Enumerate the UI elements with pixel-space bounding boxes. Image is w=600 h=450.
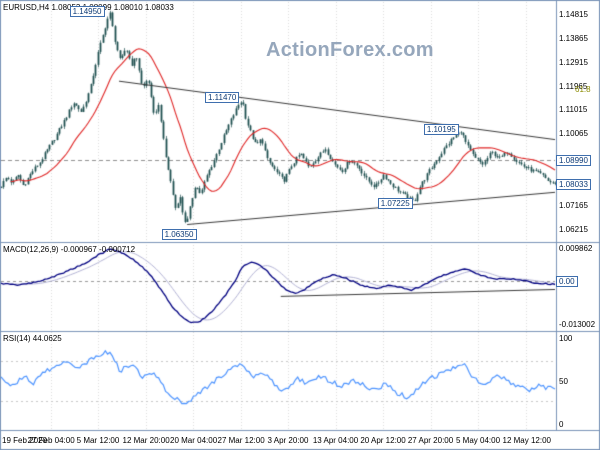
macd-axis-zero-box: 0.00	[556, 275, 578, 287]
price-axis-tick: 1.10065	[559, 128, 588, 138]
macd-indicator-label: MACD(12,26,9) -0.000967 -0.000712	[3, 245, 136, 254]
price-axis-tick: 1.06215	[559, 225, 588, 235]
macd-axis-max: 0.009862	[559, 244, 593, 254]
date-axis-label: 27 Feb 04:00	[27, 436, 75, 445]
rsi-axis-tick: 50	[559, 377, 568, 386]
price-annotation-box: 1.07225	[377, 197, 413, 209]
date-axis-label: 27 Mar 12:00	[217, 436, 265, 445]
price-annotation-box: 1.10195	[423, 123, 459, 135]
price-annotation-box: 1.14950	[69, 5, 105, 17]
date-axis-label: 27 Apr 20:00	[407, 436, 454, 445]
date-axis-label: 5 Mar 12:00	[76, 436, 120, 445]
price-annotation-box: 1.11470	[204, 91, 240, 103]
price-axis-tick: 1.11965	[559, 81, 588, 91]
date-axis-label: 19 Feb 2020	[2, 436, 47, 445]
resistance-price-box: 1.08990	[556, 154, 591, 166]
date-axis-label: 20 Mar 04:00	[170, 436, 218, 445]
date-axis-label: 12 May 12:00	[502, 436, 551, 445]
rsi-axis-tick: 0	[559, 420, 564, 429]
fibonacci-level-label: 61.8	[575, 84, 591, 94]
date-axis-label: 5 May 04:00	[455, 436, 501, 445]
price-axis-tick: 1.07165	[559, 201, 588, 211]
actionforex-watermark: ActionForex.com	[266, 39, 434, 61]
rsi-indicator-label: RSI(14) 44.0625	[3, 334, 62, 343]
date-axis-label: 12 Mar 20:00	[122, 436, 170, 445]
date-axis-label: 3 Apr 20:00	[267, 436, 309, 445]
rsi-axis-tick: 100	[559, 334, 573, 343]
price-axis-tick: 1.14815	[559, 10, 588, 20]
date-axis-label: 20 Apr 12:00	[360, 436, 406, 445]
macd-axis-min: -0.013002	[559, 319, 596, 329]
price-annotation-box: 1.06350	[161, 228, 197, 240]
date-axis-label: 13 Apr 04:00	[312, 436, 359, 445]
current-price-box: 1.08033	[556, 178, 591, 190]
price-axis-tick: 1.12915	[559, 57, 588, 67]
price-axis-tick: 1.11015	[559, 105, 588, 115]
price-axis-tick: 1.13865	[559, 34, 588, 44]
